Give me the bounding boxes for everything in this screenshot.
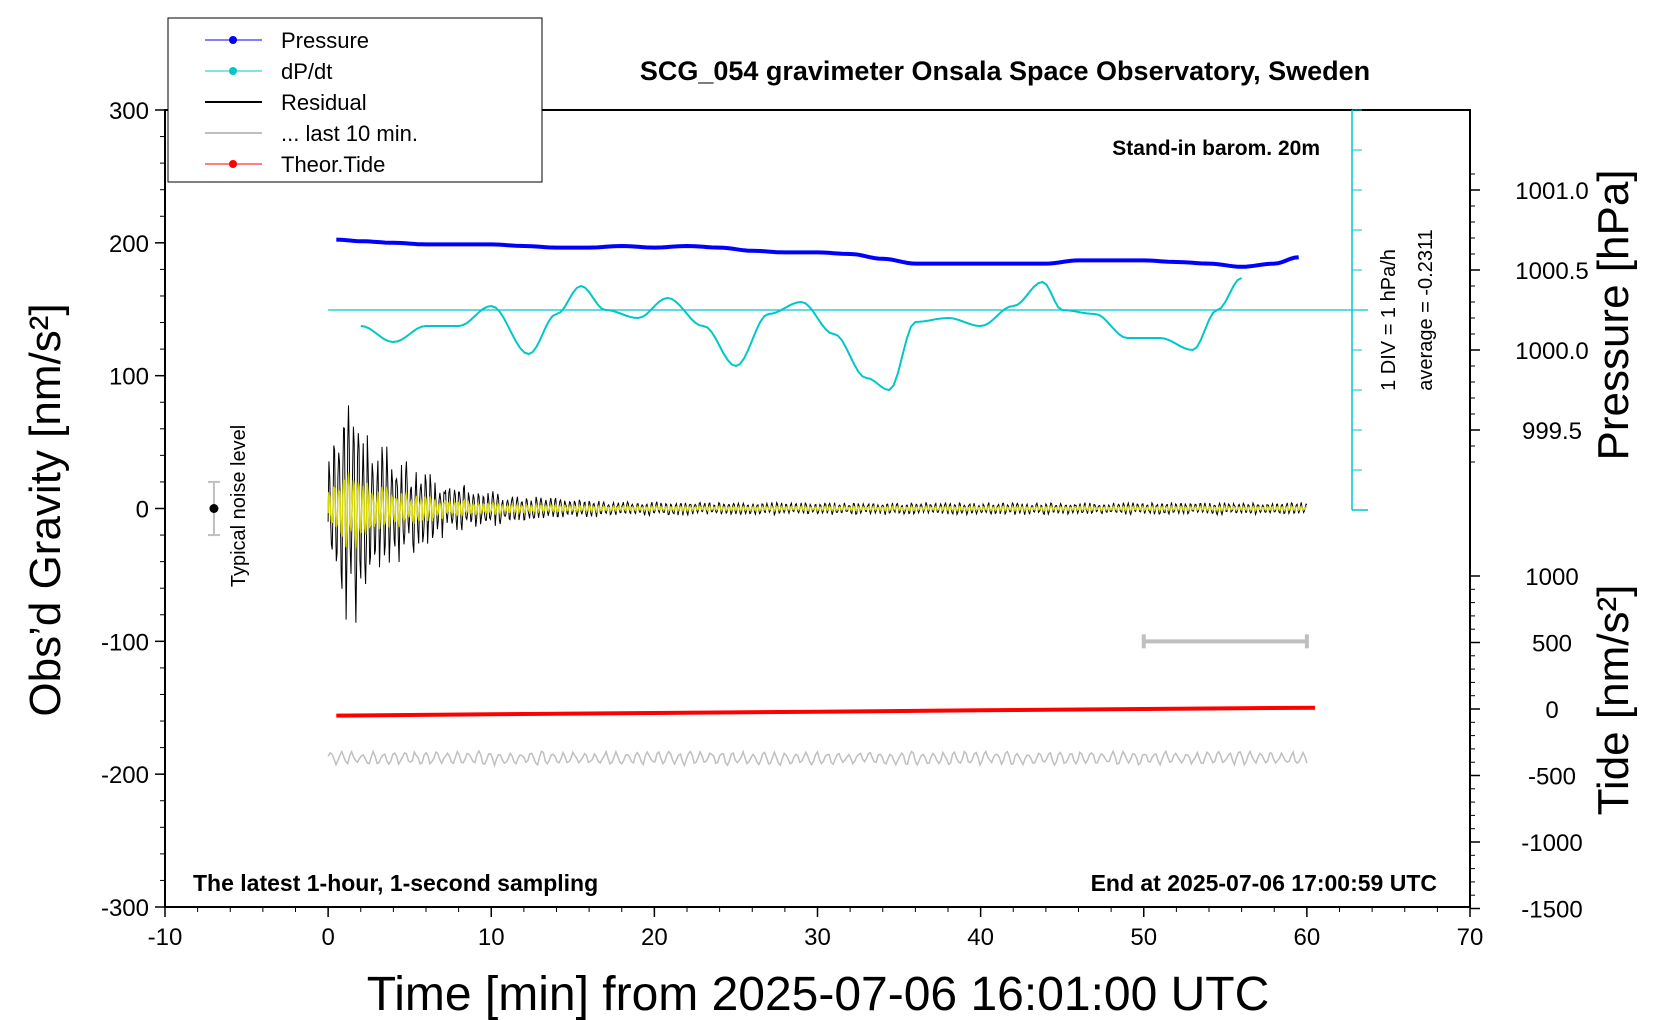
residual-overlay-line <box>327 472 1308 549</box>
pressure-tick-label: 1000.0 <box>1515 338 1588 365</box>
noise-marker-dot <box>209 504 219 513</box>
dpdt-line <box>360 277 1243 392</box>
y-left-tick-label: 200 <box>109 231 149 258</box>
y-left-tick-label: 300 <box>109 98 149 125</box>
y-axis-pressure-label: Pressure [hPa] <box>1589 169 1638 460</box>
legend: Pressure dP/dt Residual ... last 10 min. The… <box>167 17 543 183</box>
pressure-tick-label: 999.5 <box>1522 418 1582 445</box>
residual-line <box>327 405 1308 623</box>
tide-line <box>336 705 1316 718</box>
last10-line <box>327 749 1308 769</box>
legend-swatch-dot <box>229 160 237 168</box>
average-note: average = -0.2311 <box>1415 229 1437 390</box>
legend-swatch-dot <box>229 67 237 75</box>
tide-tick-label: -1000 <box>1521 830 1582 857</box>
tide-tick-label: 500 <box>1532 631 1572 658</box>
x-tick-label: 50 <box>1130 924 1157 951</box>
legend-box <box>167 17 543 183</box>
x-tick-label: 40 <box>967 924 994 951</box>
x-tick-label: 30 <box>804 924 831 951</box>
y-left-tick-label: 0 <box>136 497 149 524</box>
y-left-tick-label: -300 <box>101 895 149 922</box>
pressure-line <box>336 237 1299 269</box>
div-scale-note: 1 DIV = 1 hPa/h <box>1378 249 1400 391</box>
legend-label: Theor.Tide <box>281 152 385 177</box>
y-left-tick-label: 100 <box>109 364 149 391</box>
footer-left-note: The latest 1-hour, 1-second sampling <box>193 870 598 896</box>
tide-tick-label: -1500 <box>1521 897 1582 924</box>
x-tick-label: -10 <box>148 924 183 951</box>
x-tick-label: 0 <box>321 924 334 951</box>
legend-swatch-dot <box>229 36 237 44</box>
x-tick-label: 20 <box>641 924 668 951</box>
tide-tick-label: 0 <box>1545 697 1558 724</box>
legend-label: Residual <box>281 90 367 115</box>
x-tick-label: 10 <box>478 924 505 951</box>
axes-layer: -10 0 10 20 30 40 50 60 703002001000-100-200-300… <box>101 98 1589 951</box>
footer-right-note: End at 2025-07-06 17:00:59 UTC <box>1091 870 1437 896</box>
x-axis-label: Time [min] from 2025-07-06 16:01:00 UTC <box>367 968 1270 1020</box>
pressure-tick-label: 1000.5 <box>1515 258 1588 285</box>
x-tick-label: 60 <box>1294 924 1321 951</box>
y-left-tick-label: -100 <box>101 629 149 656</box>
tide-tick-label: 1000 <box>1525 564 1578 591</box>
series-layer <box>207 237 1368 769</box>
y-left-tick-label: -200 <box>101 762 149 789</box>
legend-label: dP/dt <box>281 59 332 84</box>
y-axis-left-label: Obs’d Gravity [nm/s²] <box>21 303 70 716</box>
x-tick-label: 70 <box>1457 924 1484 951</box>
barometer-note: Stand-in barom. 20m <box>1112 137 1320 160</box>
plot-frame <box>164 109 1471 908</box>
y-axis-tide-label: Tide [nm/s²] <box>1589 585 1638 816</box>
legend-label: Pressure <box>281 28 369 53</box>
legend-label: ... last 10 min. <box>281 121 418 146</box>
chart-title: SCG_054 gravimeter Onsala Space Observat… <box>640 56 1370 86</box>
tide-tick-label: -500 <box>1528 764 1576 791</box>
noise-label: Typical noise level <box>228 425 250 587</box>
pressure-tick-label: 1001.0 <box>1515 178 1588 205</box>
